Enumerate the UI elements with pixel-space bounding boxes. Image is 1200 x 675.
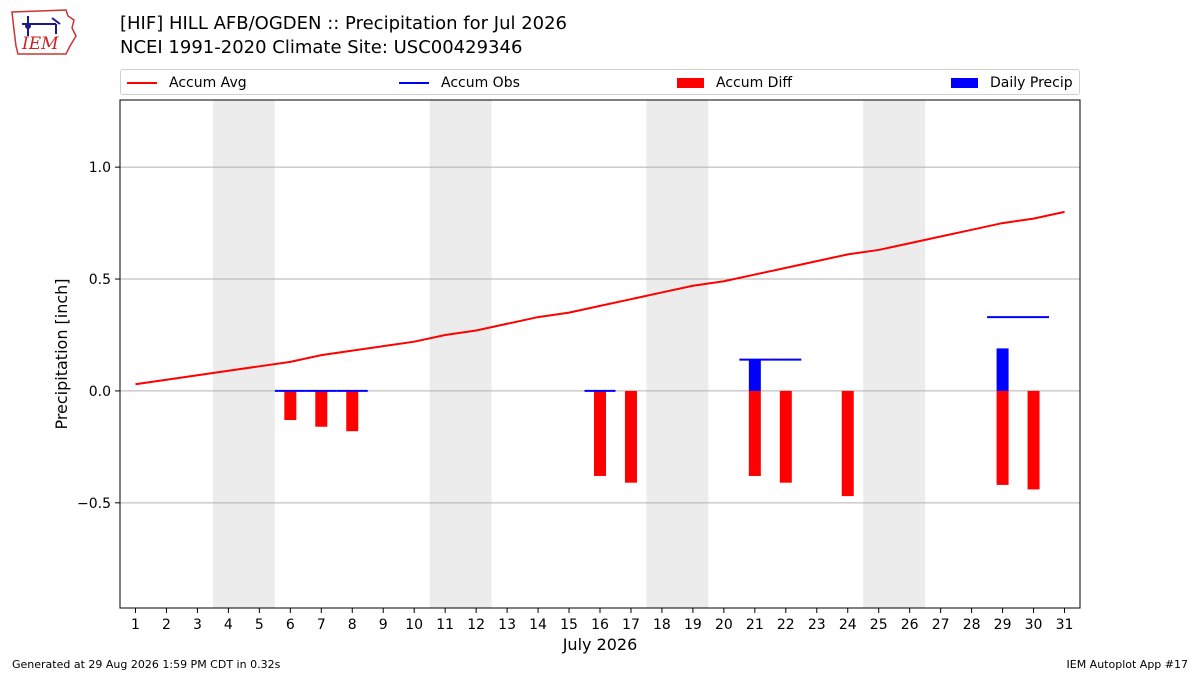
- x-tick-label: 23: [808, 617, 826, 633]
- generated-footer: Generated at 29 Aug 2026 1:59 PM CDT in …: [12, 658, 281, 671]
- iem-logo: IEM: [11, 9, 77, 55]
- x-tick-label: 1: [131, 617, 140, 633]
- x-tick-label: 6: [286, 617, 295, 633]
- x-tick-label: 7: [317, 617, 326, 633]
- legend-label-accum-obs: Accum Obs: [441, 75, 520, 91]
- accum-diff-bar: [841, 390, 854, 497]
- y-axis-label: Precipitation [inch]: [52, 278, 71, 429]
- chart-title: [HIF] HILL AFB/OGDEN :: Precipitation fo…: [120, 13, 568, 34]
- y-tick-label: 0.0: [89, 384, 111, 400]
- legend-swatch-daily-precip: [951, 78, 978, 88]
- y-tick-label: 1.0: [89, 160, 111, 176]
- y-tick-label: 0.5: [89, 272, 111, 288]
- x-tick-label: 16: [591, 617, 609, 633]
- accum-diff-bar: [779, 390, 792, 483]
- weekend-shade: [429, 100, 492, 608]
- x-tick-label: 31: [1056, 617, 1074, 633]
- legend-item-accum-diff: Accum Diff: [677, 73, 792, 93]
- x-tick-label: 11: [436, 617, 454, 633]
- x-tick-label: 18: [653, 617, 671, 633]
- legend-swatch-accum-obs: [399, 82, 429, 84]
- legend-swatch-accum-diff: [677, 78, 704, 88]
- daily-precip-bar: [996, 348, 1009, 391]
- accum-diff-bar: [346, 390, 359, 432]
- x-tick-label: 3: [193, 617, 202, 633]
- weekend-shade: [212, 100, 275, 608]
- x-tick-label: 9: [379, 617, 388, 633]
- x-tick-label: 25: [870, 617, 888, 633]
- x-tick-label: 14: [529, 617, 547, 633]
- x-tick-label: 13: [498, 617, 516, 633]
- accum-diff-bar: [315, 390, 328, 427]
- x-tick-label: 19: [684, 617, 702, 633]
- accum-diff-bar: [1027, 390, 1040, 490]
- accum-avg-line: [135, 210, 1065, 386]
- x-tick-label: 22: [777, 617, 795, 633]
- logo-text: IEM: [21, 34, 59, 54]
- accum-diff-bar: [748, 390, 761, 476]
- x-tick-label: 28: [963, 617, 981, 633]
- weekend-shade: [646, 100, 709, 608]
- weekend-shade: [863, 100, 926, 608]
- x-tick-label: 29: [994, 617, 1012, 633]
- accum-diff-bar: [624, 390, 637, 483]
- x-tick-label: 4: [224, 617, 233, 633]
- x-tick-label: 24: [839, 617, 857, 633]
- legend-label-accum-diff: Accum Diff: [716, 75, 793, 91]
- y-tick-label: −0.5: [77, 496, 111, 512]
- app-footer: IEM Autoplot App #17: [1066, 658, 1189, 671]
- accum-diff-bar: [284, 390, 297, 421]
- accum-diff-bar: [594, 390, 606, 476]
- x-tick-label: 17: [622, 617, 640, 633]
- x-tick-label: 21: [746, 617, 764, 633]
- x-tick-label: 10: [405, 617, 423, 633]
- legend-label-daily-precip: Daily Precip: [990, 75, 1073, 91]
- x-tick-label: 26: [901, 617, 919, 633]
- legend-item-accum-avg: Accum Avg: [127, 73, 247, 93]
- x-axis-label: July 2026: [562, 635, 638, 654]
- plot-frame: [119, 99, 1081, 609]
- x-tick-label: 27: [932, 617, 950, 633]
- x-tick-label: 20: [715, 617, 733, 633]
- chart-subtitle: NCEI 1991-2020 Climate Site: USC00429346: [120, 37, 523, 58]
- x-tick-label: 5: [255, 617, 264, 633]
- x-tick-label: 30: [1025, 617, 1043, 633]
- legend: Accum Avg Accum Obs Accum Diff Daily Pre…: [120, 69, 1080, 95]
- legend-swatch-accum-avg: [127, 82, 157, 84]
- x-tick-label: 2: [162, 617, 171, 633]
- accum-diff-bar: [996, 390, 1009, 485]
- legend-item-accum-obs: Accum Obs: [399, 73, 520, 93]
- legend-label-accum-avg: Accum Avg: [169, 75, 247, 91]
- x-tick-label: 12: [467, 617, 485, 633]
- x-tick-label: 15: [560, 617, 578, 633]
- daily-precip-bar: [748, 359, 761, 391]
- legend-item-daily-precip: Daily Precip: [951, 73, 1073, 93]
- x-tick-label: 8: [348, 617, 357, 633]
